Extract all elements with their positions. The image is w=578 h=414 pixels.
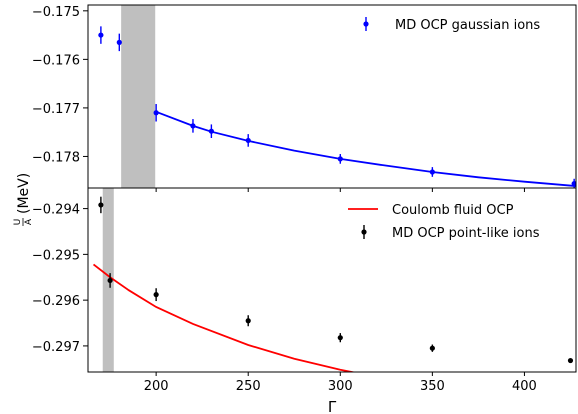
top-y-tick-label: −0.175 xyxy=(32,5,80,20)
bottom-plot-area xyxy=(92,188,574,372)
bottom-series-1-marker xyxy=(107,277,113,284)
top-legend-item: MD OCP gaussian ions xyxy=(363,17,540,33)
bottom-series-1-point xyxy=(429,344,435,352)
top-panel: −0.175 −0.176 −0.177 −0.178 MD OCP gaussian … xyxy=(32,4,577,192)
bottom-panel: −0.294 −0.295 −0.296 −0.297 Coulomb fluid OC… xyxy=(32,187,577,376)
bottom-series-1-point xyxy=(567,357,574,364)
y-label-numerator: U xyxy=(13,219,23,226)
top-y-tick-label: −0.178 xyxy=(32,150,80,165)
x-tick-label: 300 xyxy=(328,379,353,394)
top-series-0-point xyxy=(116,33,122,52)
bottom-y-tick-label: −0.294 xyxy=(32,203,80,218)
top-y-tick-label: −0.177 xyxy=(32,102,80,117)
bottom-legend-item: Coulomb fluid OCP xyxy=(348,203,514,218)
bottom-y-tick-label: −0.295 xyxy=(32,248,80,263)
top-series-1-line xyxy=(155,110,576,187)
top-series-0-marker xyxy=(98,32,104,38)
top-plot-area xyxy=(98,5,576,188)
top-shaded-band xyxy=(121,5,156,188)
y-label-denominator: A xyxy=(24,218,34,225)
bottom-series-1-marker xyxy=(337,335,343,341)
bottom-y-tick-label: −0.297 xyxy=(32,340,80,355)
bottom-series-1-marker xyxy=(98,202,104,208)
x-tick-label: 350 xyxy=(420,379,445,394)
bottom-legend-label: Coulomb fluid OCP xyxy=(392,203,514,218)
bottom-series-1-point xyxy=(98,196,104,214)
x-axis: 200 250 300 350 400 xyxy=(144,379,537,394)
bottom-legend-marker-swatch xyxy=(361,229,367,235)
top-series-0-point xyxy=(98,26,104,44)
top-legend: MD OCP gaussian ions xyxy=(363,17,540,33)
y-axis-label: U A (MeV) xyxy=(13,173,34,226)
bottom-series-1-marker xyxy=(153,292,159,298)
x-tick-label: 200 xyxy=(144,379,169,394)
bottom-series-1-marker xyxy=(567,357,574,364)
y-label-unit: (MeV) xyxy=(16,173,32,214)
x-tick-label: 250 xyxy=(236,379,261,394)
bottom-series-1-point xyxy=(153,288,159,302)
bottom-legend-label: MD OCP point-like ions xyxy=(392,226,540,241)
bottom-series-1-point xyxy=(337,333,343,343)
bottom-series-1-point xyxy=(107,273,113,288)
bottom-series-1-marker xyxy=(429,345,435,351)
bottom-legend: Coulomb fluid OCP MD OCP point-like ions xyxy=(348,203,540,241)
bottom-frame xyxy=(87,187,577,373)
bottom-y-tick-label: −0.296 xyxy=(32,294,80,309)
bottom-series-1-marker xyxy=(245,318,251,324)
bottom-series-0-line xyxy=(92,263,357,372)
top-legend-marker-swatch xyxy=(363,21,369,27)
top-legend-label: MD OCP gaussian ions xyxy=(395,18,540,33)
top-y-tick-label: −0.176 xyxy=(32,53,80,68)
bottom-series-1-point xyxy=(245,315,251,327)
x-tick-label: 400 xyxy=(512,379,537,394)
bottom-legend-item: MD OCP point-like ions xyxy=(361,225,540,241)
top-series-0-marker xyxy=(116,39,122,45)
x-axis-label: Γ xyxy=(328,398,337,414)
